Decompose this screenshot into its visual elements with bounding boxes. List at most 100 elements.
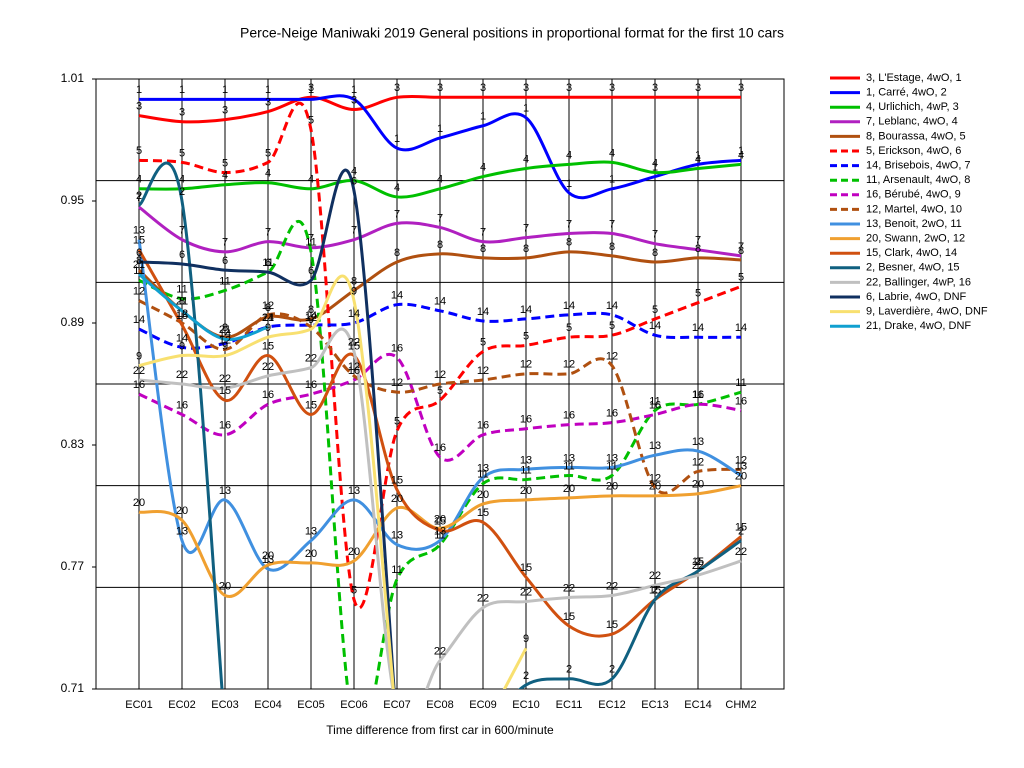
point-label: 2: [609, 664, 615, 676]
point-label: 7: [308, 233, 314, 245]
point-label: 8: [351, 275, 357, 287]
point-label: 5: [695, 288, 701, 300]
point-label: 1: [394, 133, 400, 145]
series-line: [137, 249, 742, 638]
point-label: 14: [477, 306, 489, 318]
point-label: 4: [308, 174, 314, 186]
x-tick-label: EC04: [254, 699, 282, 711]
point-label: 2: [523, 670, 529, 682]
point-label: 5: [222, 157, 228, 169]
point-label: 1: [437, 123, 443, 135]
point-label: 16: [133, 379, 145, 391]
point-label: 16: [434, 442, 446, 454]
point-label: 21: [133, 259, 145, 271]
point-label: 3: [394, 82, 400, 94]
point-label: 8: [394, 247, 400, 259]
point-label: 8: [308, 304, 314, 316]
point-label: 3: [523, 82, 529, 94]
point-label: 12: [649, 473, 661, 485]
point-label: 22: [520, 586, 532, 598]
point-label: 8: [480, 243, 486, 255]
point-label: 3: [265, 96, 271, 108]
point-label: 22: [219, 373, 231, 385]
point-label: 11: [434, 530, 445, 542]
point-label: 15: [262, 340, 274, 352]
point-label: 2: [179, 186, 185, 198]
legend-label: 15, Clark, 4wO, 14: [866, 247, 957, 259]
point-label: 16: [391, 342, 403, 354]
point-label: 21: [219, 324, 231, 336]
point-label: 14: [133, 314, 145, 326]
point-label: 7: [437, 212, 443, 224]
point-label: 13: [520, 454, 532, 466]
point-label: 1: [308, 84, 314, 96]
point-label: 22: [305, 353, 317, 365]
point-label: 14: [606, 300, 618, 312]
point-label: 3: [652, 82, 658, 94]
point-label: 22: [133, 365, 145, 377]
point-label: 13: [348, 485, 360, 497]
point-label: 15: [563, 611, 575, 623]
x-tick-label: EC08: [426, 699, 454, 711]
point-label: 20: [434, 513, 446, 525]
point-label: 13: [606, 452, 618, 464]
series-line: [138, 168, 396, 689]
point-label: 7: [523, 223, 529, 235]
y-tick-label: 1.01: [61, 71, 85, 85]
series-line: [138, 273, 269, 342]
point-label: 7: [652, 229, 658, 241]
y-tick-label: 0.71: [61, 681, 85, 695]
point-label: 7: [609, 218, 615, 230]
point-label: 13: [735, 460, 747, 472]
point-label: 8: [738, 245, 744, 257]
point-label: 9: [136, 351, 142, 363]
point-label: 15: [649, 584, 661, 596]
point-label: 11: [649, 395, 660, 407]
legend-label: 11, Arsenault, 4wO, 8: [866, 174, 970, 186]
point-label: 7: [480, 227, 486, 239]
point-label: 13: [477, 462, 489, 474]
series-line: [138, 352, 742, 462]
point-label: 11: [391, 564, 402, 576]
point-label: 20: [735, 471, 747, 483]
point-label: 1: [480, 111, 486, 123]
legend-label: 2, Besner, 4wO, 15: [866, 262, 960, 274]
legend-label: 8, Bourassa, 4wO, 5: [866, 130, 966, 142]
x-tick-label: EC01: [125, 699, 153, 711]
point-label: 12: [176, 308, 188, 320]
point-label: 6: [179, 249, 185, 261]
x-tick-label: EC03: [211, 699, 239, 711]
point-label: 5: [738, 271, 744, 283]
point-label: 15: [477, 507, 489, 519]
point-label: 9: [179, 340, 185, 352]
point-label: 1: [566, 178, 572, 190]
point-label: 7: [695, 235, 701, 247]
point-label: 1: [695, 149, 701, 161]
point-label: 13: [176, 525, 188, 537]
point-label: 12: [692, 456, 704, 468]
point-label: 12: [735, 454, 747, 466]
point-label: 3: [179, 107, 185, 119]
point-label: 22: [262, 361, 274, 373]
point-label: 5: [437, 385, 443, 397]
point-label: 8: [179, 296, 185, 308]
x-tick-label: EC13: [641, 699, 669, 711]
point-label: 13: [305, 525, 317, 537]
point-label: 8: [523, 243, 529, 255]
point-label: 12: [219, 334, 231, 346]
point-label: 1: [351, 84, 357, 96]
point-label: 7: [265, 227, 271, 239]
point-label: 20: [649, 481, 661, 493]
point-label: 5: [308, 115, 314, 127]
point-label: 22: [563, 582, 575, 594]
point-label: 13: [219, 485, 231, 497]
point-label: 7: [179, 225, 185, 237]
point-label: 20: [176, 505, 188, 517]
point-label: 16: [735, 395, 747, 407]
point-label: 4: [136, 174, 142, 186]
point-label: 16: [692, 389, 704, 401]
point-label: 1: [523, 103, 529, 115]
point-label: 3: [695, 82, 701, 94]
point-label: 6: [136, 247, 142, 259]
point-label: 4: [437, 174, 443, 186]
